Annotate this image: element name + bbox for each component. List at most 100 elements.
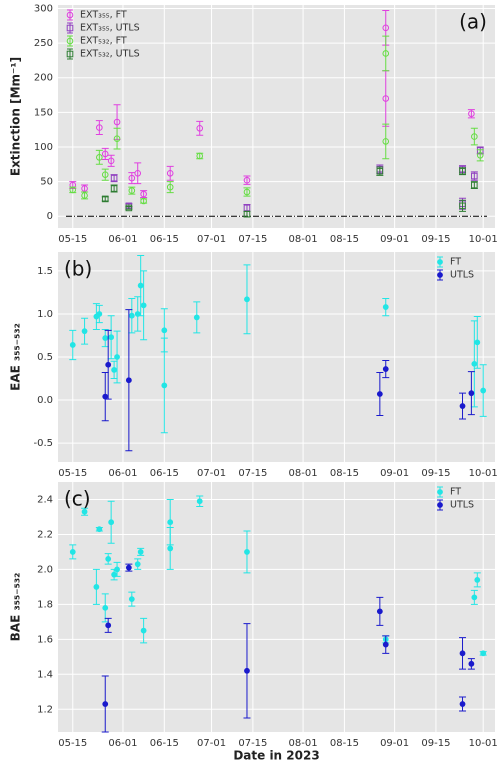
- data-point: [69, 342, 76, 348]
- data-point: [125, 204, 133, 212]
- legend-marker: [437, 502, 443, 508]
- error-bar: [166, 165, 174, 181]
- panel-label: (b): [64, 257, 92, 281]
- data-point: [96, 311, 103, 317]
- x-tick-label: 06-15: [150, 468, 179, 479]
- x-tick-label: 09-01: [380, 738, 409, 749]
- error-bar: [382, 123, 390, 160]
- legend-marker: [437, 272, 443, 278]
- data-point: [81, 328, 88, 335]
- data-point: [140, 302, 147, 309]
- error-bar: [134, 162, 142, 185]
- data-point: [93, 583, 100, 590]
- x-tick-label: 08-15: [330, 234, 359, 245]
- data-point: [474, 577, 481, 583]
- data-point: [459, 650, 466, 657]
- data-point: [113, 118, 121, 126]
- data-point: [243, 204, 251, 212]
- x-tick-label: 08-01: [289, 468, 318, 479]
- data-point: [105, 361, 112, 368]
- y-tick-label: 200: [34, 73, 53, 84]
- data-point: [102, 701, 109, 707]
- data-point: [81, 185, 88, 192]
- y-tick-label: 1.2: [37, 704, 53, 715]
- legend-label: FT: [450, 487, 461, 498]
- x-tick-label: 07-01: [197, 468, 226, 479]
- data-point: [128, 187, 136, 194]
- y-tick-label: 2.4: [37, 494, 53, 505]
- data-point: [140, 190, 147, 198]
- data-point: [140, 197, 147, 205]
- data-point: [110, 185, 118, 192]
- data-point: [81, 508, 88, 515]
- data-point: [468, 660, 475, 667]
- x-tick-label: 07-01: [197, 234, 226, 245]
- data-point: [468, 390, 475, 397]
- legend-label: UTLS: [450, 500, 474, 511]
- legend-glyph: [67, 22, 73, 34]
- data-point: [471, 181, 478, 189]
- data-point: [110, 174, 118, 182]
- y-tick-label: 1.4: [37, 669, 53, 680]
- data-point: [101, 171, 109, 178]
- data-point: [376, 608, 383, 615]
- data-point: [382, 50, 390, 57]
- x-tick-label: 09-15: [421, 234, 450, 245]
- y-tick-label: 0.5: [37, 352, 53, 363]
- y-tick-label: 150: [34, 107, 53, 118]
- data-point: [96, 154, 103, 161]
- data-point: [161, 327, 168, 334]
- data-point: [108, 519, 115, 526]
- data-point: [471, 172, 478, 180]
- data-point: [137, 282, 144, 289]
- x-tick-label: 05-15: [58, 738, 87, 749]
- legend-label: FT: [450, 257, 461, 268]
- y-tick-label: 2.2: [37, 529, 53, 540]
- panel-label: (c): [64, 487, 91, 511]
- error-bar: [382, 35, 390, 72]
- data-point: [114, 566, 120, 573]
- x-tick-label: 06-15: [150, 738, 179, 749]
- error-bar: [95, 149, 103, 165]
- data-point: [459, 403, 466, 409]
- data-point: [105, 622, 112, 629]
- error-bar: [476, 149, 484, 162]
- x-tick-label: 07-15: [238, 234, 267, 245]
- data-point: [81, 192, 88, 199]
- legend-glyph: [67, 9, 73, 21]
- data-point: [193, 314, 200, 321]
- data-point: [244, 296, 250, 303]
- x-tick-label: 08-01: [289, 234, 318, 245]
- y-tick-label: 1.8: [37, 599, 53, 610]
- x-tick-label: 08-01: [289, 738, 318, 749]
- data-point: [128, 312, 135, 319]
- data-point: [128, 596, 135, 603]
- data-point: [134, 561, 141, 568]
- data-point: [125, 564, 132, 571]
- legend-marker: [66, 50, 74, 58]
- data-point: [480, 650, 487, 657]
- data-point: [108, 334, 115, 341]
- legend-label: EXT₃₅₅, FT: [80, 10, 127, 21]
- error-bar: [128, 172, 136, 185]
- x-tick-label: 07-01: [197, 738, 226, 749]
- data-point: [134, 169, 142, 177]
- legend-glyph: [67, 48, 73, 60]
- data-point: [244, 549, 250, 555]
- x-tick-label: 09-01: [380, 468, 409, 479]
- data-point: [471, 594, 478, 601]
- data-point: [166, 169, 174, 177]
- legend-marker: [66, 37, 74, 45]
- data-point: [101, 195, 109, 203]
- x-tick-label: 06-01: [108, 234, 137, 245]
- data-point: [134, 311, 141, 317]
- panel-label: (a): [459, 10, 487, 34]
- y-tick-label: 1.6: [37, 634, 53, 645]
- data-point: [196, 124, 204, 132]
- y-tick-label: 2.0: [37, 564, 53, 575]
- data-point: [382, 24, 390, 32]
- x-tick-label: 07-15: [238, 468, 267, 479]
- legend-glyph: [67, 35, 73, 47]
- y-tick-label: 0: [47, 211, 53, 222]
- data-point: [107, 157, 115, 165]
